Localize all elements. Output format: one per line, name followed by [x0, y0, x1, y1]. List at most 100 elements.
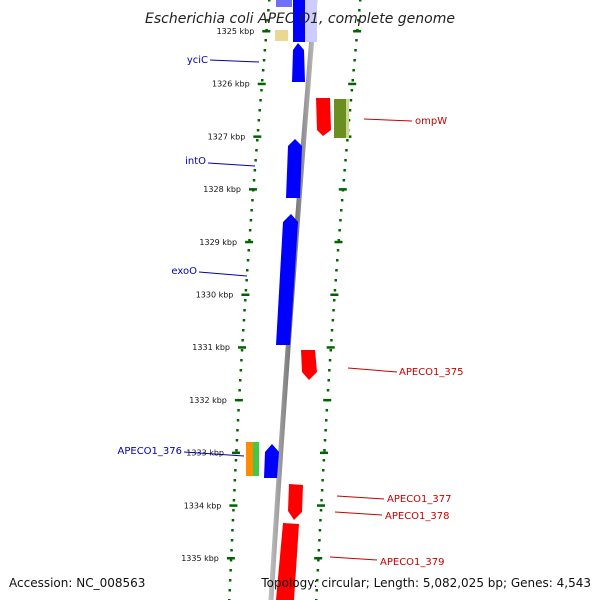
guide-dot-left: [239, 369, 243, 372]
label-yciC[interactable]: yciC: [187, 55, 208, 66]
gene-label-group: yciC intO exoO ompW APECO1_375 APECO1_37…: [118, 55, 464, 568]
map-title: Escherichia coli APEC O1, complete genom…: [145, 11, 455, 27]
gene-APECO1_375[interactable]: [301, 350, 317, 380]
tick-mark: [253, 135, 262, 138]
guide-dot-left: [234, 469, 237, 472]
guide-dot-left: [263, 49, 267, 52]
tick-mark-right: [334, 240, 343, 244]
guide-dot-left: [237, 409, 240, 412]
guide-dot-right: [315, 589, 318, 592]
guide-dot-left: [245, 279, 248, 282]
guide-dot-right: [340, 199, 344, 202]
gene-exoO[interactable]: [276, 214, 298, 345]
tick-label: 1335 kbp: [181, 554, 219, 563]
guide-dot-right: [325, 409, 329, 412]
gene-ompW[interactable]: [316, 98, 331, 136]
guide-dot-left: [232, 509, 235, 512]
guide-dot-left: [242, 319, 246, 322]
guide-dot-left: [261, 79, 264, 82]
tick-label: 1325 kbp: [217, 27, 255, 36]
tick-mark: [241, 293, 250, 296]
guide-dot-left: [250, 209, 253, 212]
tick-label: 1330 kbp: [196, 291, 234, 300]
guide-dot-right: [318, 529, 322, 532]
gene-feature-top-yellow[interactable]: [275, 30, 288, 41]
guide-dot-left: [256, 129, 260, 132]
gene-ompW-neighbor[interactable]: [334, 99, 347, 138]
leader-intO: [207, 162, 256, 167]
label-APECO1_378[interactable]: APECO1_378: [385, 511, 450, 522]
guide-dot-left: [247, 249, 250, 252]
guide-dot-right: [325, 419, 328, 422]
guide-dot-right: [347, 119, 351, 122]
guide-dot-left: [259, 99, 262, 102]
tick-mark: [226, 557, 235, 560]
gene-feature-top-blue-left[interactable]: [276, 0, 292, 7]
label-APECO1_376[interactable]: APECO1_376: [118, 446, 183, 457]
guide-dot-left: [258, 109, 261, 112]
guide-dot-left: [243, 309, 246, 312]
guide-dot-right: [323, 449, 326, 452]
guide-dot-right: [350, 89, 354, 92]
gene-intO[interactable]: [286, 139, 302, 198]
label-exoO[interactable]: exoO: [171, 266, 197, 277]
guide-dot-right: [317, 559, 320, 562]
tick-label: 1327 kbp: [208, 132, 246, 141]
guide-dot-left: [233, 489, 236, 492]
guide-dot-left: [253, 169, 257, 172]
guide-dot-right: [323, 439, 327, 442]
leader-APECO1_379: [329, 556, 378, 561]
guide-dot-left: [231, 519, 235, 522]
tick-mark: [257, 82, 266, 86]
tick-label: 1328 kbp: [203, 185, 241, 194]
tick-label: 1326 kbp: [212, 80, 250, 89]
guide-dot-left: [236, 429, 239, 432]
guide-dot-left: [238, 389, 241, 392]
tick-label: 1329 kbp: [199, 238, 237, 247]
guide-dot-right: [345, 149, 348, 152]
tick-label: 1332 kbp: [189, 396, 227, 405]
gene-yciC[interactable]: [292, 43, 305, 82]
leader-ompW: [363, 118, 413, 122]
gene-APECO1_376[interactable]: [264, 444, 279, 478]
guide-dot-right: [320, 499, 323, 502]
guide-dot-right: [322, 459, 326, 462]
label-APECO1_379[interactable]: APECO1_379: [380, 557, 445, 568]
guide-dot-right: [351, 79, 354, 82]
guide-dot-left: [262, 59, 266, 62]
gene-APECO1_379[interactable]: [276, 523, 299, 600]
guide-dot-left: [251, 199, 254, 202]
label-intO[interactable]: intO: [185, 156, 206, 167]
guide-dot-left: [240, 349, 244, 352]
guide-dot-left: [256, 139, 259, 142]
tick-mark-right: [320, 451, 328, 455]
label-APECO1_375[interactable]: APECO1_375: [399, 367, 464, 378]
guide-dot-left: [229, 559, 233, 562]
guide-dot-right: [330, 339, 333, 342]
gene-ompW-neighbor-edge: [346, 99, 349, 138]
gene-feature-top-blue[interactable]: [293, 0, 306, 42]
gene-APECO1_377[interactable]: [288, 484, 303, 520]
gene-APECO1_376-orange[interactable]: [246, 442, 253, 476]
guide-dot-right: [329, 349, 332, 352]
guide-dot-right: [348, 109, 352, 112]
guide-dot-right: [339, 219, 342, 222]
guide-dot-right: [358, 9, 361, 12]
footer-topology: Topology: circular; Length: 5,082,025 bp…: [260, 576, 591, 590]
gene-APECO1_376-white: [259, 442, 262, 476]
label-APECO1_377[interactable]: APECO1_377: [387, 494, 452, 505]
guide-dot-left: [239, 379, 242, 382]
gene-feature-top-lavender[interactable]: [305, 0, 317, 42]
guide-dot-left: [252, 179, 256, 182]
guide-dot-right: [340, 209, 343, 212]
gene-APECO1_376-green[interactable]: [253, 442, 259, 476]
guide-dot-left: [261, 69, 265, 72]
guide-dot-left: [266, 19, 269, 22]
guide-dot-left: [257, 119, 261, 122]
label-ompW[interactable]: ompW: [415, 116, 447, 127]
guide-dot-left: [241, 339, 244, 342]
tick-mark: [234, 398, 243, 402]
guide-dot-left: [231, 529, 234, 532]
